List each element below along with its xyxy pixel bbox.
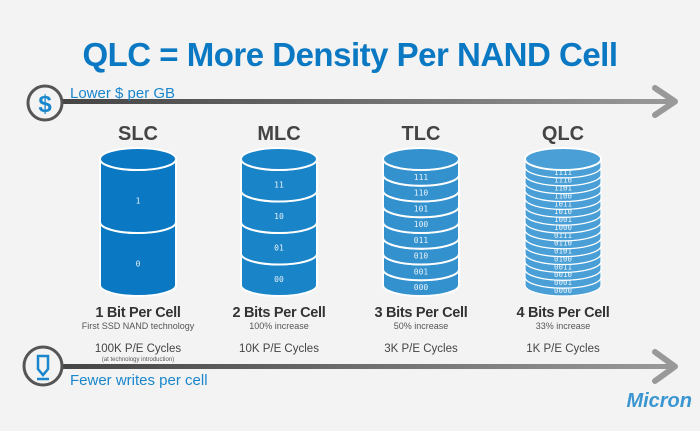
cylinder-top xyxy=(99,147,177,171)
level-label: 0011 xyxy=(554,262,572,271)
level-label: 001 xyxy=(414,267,429,276)
level-label: 11 xyxy=(274,181,284,190)
level-label: 0001 xyxy=(554,278,572,287)
top-arrow: $ xyxy=(26,84,678,122)
level-label: 1000 xyxy=(554,223,573,232)
level-label: 1110 xyxy=(554,176,573,185)
level-label: 0000 xyxy=(554,286,573,295)
level-label: 0 xyxy=(136,259,141,268)
level-label: 1 xyxy=(136,196,141,205)
cell-name-tlc: TLC xyxy=(401,123,441,145)
level-label: 1101 xyxy=(554,184,572,193)
bottom-arrow xyxy=(22,345,678,387)
cell-name-qlc: QLC xyxy=(541,123,585,145)
bottom-arrow-label: Fewer writes per cell xyxy=(70,372,208,389)
level-label: 010 xyxy=(414,252,429,261)
level-label: 00 xyxy=(274,275,284,284)
cell-name-slc: SLC xyxy=(118,123,158,145)
cylinder-top xyxy=(382,147,460,171)
micron-logo: Micron xyxy=(626,390,692,412)
level-label: 1001 xyxy=(554,215,572,224)
top-arrow-label: Lower $ per GB xyxy=(70,85,176,102)
bits-slc: 1 Bit Per Cell xyxy=(95,305,181,321)
level-label: 1111 xyxy=(554,168,572,177)
level-label: 0111 xyxy=(554,231,572,240)
subtitle-tlc: 50% increase xyxy=(393,321,449,331)
subtitle-mlc: 100% increase xyxy=(249,321,309,331)
cylinder-top xyxy=(240,147,318,171)
subtitle-qlc: 33% increase xyxy=(535,321,591,331)
subtitle-slc: First SSD NAND technology xyxy=(81,321,195,331)
level-label: 1100 xyxy=(554,191,573,200)
dollar-icon: $ xyxy=(38,91,52,118)
cylinder-qlc: 0000000100100011010001010110011110001001… xyxy=(524,147,602,297)
pe-cycles-mlc: 10K P/E Cycles xyxy=(239,343,319,355)
cylinder-mlc: 00 01 10 11 xyxy=(240,147,318,297)
pencil-icon xyxy=(36,354,50,381)
level-label: 0101 xyxy=(554,247,572,256)
pe-cycles-slc: 100K P/E Cycles xyxy=(94,343,182,355)
bits-mlc: 2 Bits Per Cell xyxy=(232,305,326,321)
cylinder-tlc: 000 001 010 011 100 101 110 111 xyxy=(382,147,460,297)
bits-tlc: 3 Bits Per Cell xyxy=(374,305,468,321)
level-label: 01 xyxy=(274,244,284,253)
level-label: 10 xyxy=(274,212,284,221)
level-label: 000 xyxy=(414,283,429,292)
level-label: 100 xyxy=(414,220,429,229)
dollar-icon-circle xyxy=(26,84,64,122)
cell-name-mlc: MLC xyxy=(257,123,301,145)
level-label: 011 xyxy=(414,236,429,245)
cylinder-top xyxy=(524,147,602,171)
level-label: 1011 xyxy=(554,199,572,208)
level-label: 0010 xyxy=(554,270,573,279)
pe-cycles-tlc: 3K P/E Cycles xyxy=(384,343,458,355)
bits-qlc: 4 Bits Per Cell xyxy=(516,305,610,321)
level-label: 110 xyxy=(414,189,429,198)
cylinder-slc: 01 xyxy=(99,147,177,297)
pe-cycles-qlc: 1K P/E Cycles xyxy=(526,343,600,355)
pe-note-slc: (at technology introduction) xyxy=(101,357,175,363)
level-label: 101 xyxy=(414,204,429,213)
level-label: 0110 xyxy=(554,239,573,248)
level-label: 0100 xyxy=(554,254,573,263)
level-label: 1010 xyxy=(554,207,573,216)
page-title: QLC = More Density Per NAND Cell xyxy=(82,36,618,73)
level-label: 111 xyxy=(414,173,429,182)
